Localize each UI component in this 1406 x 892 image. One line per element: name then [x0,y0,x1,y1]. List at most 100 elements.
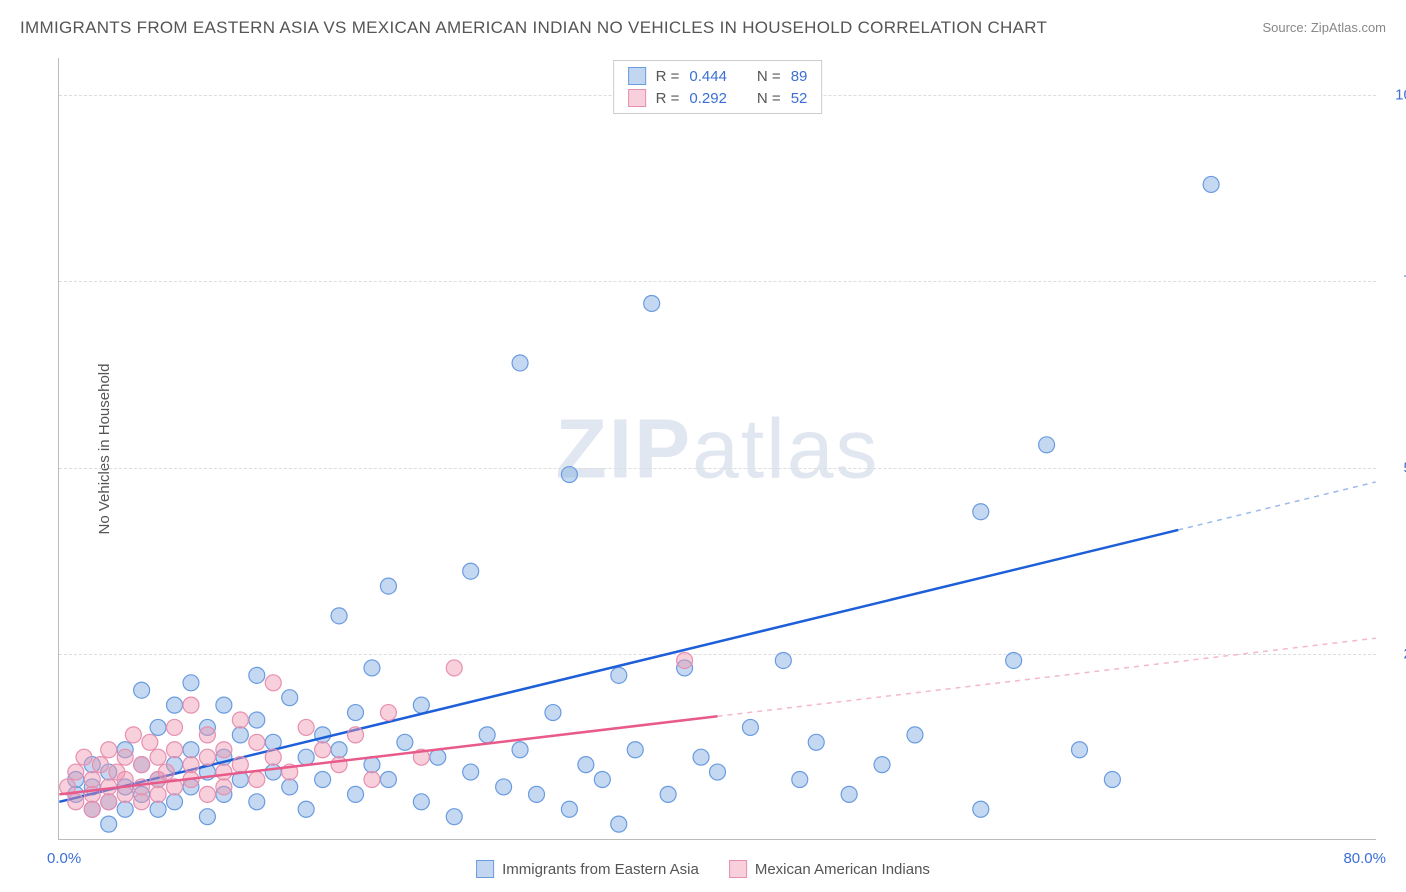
y-tick-label: 25.0% [1386,645,1406,662]
scatter-point [364,772,380,788]
legend-swatch [628,89,646,107]
scatter-point [348,705,364,721]
scatter-point [199,727,215,743]
scatter-point [446,660,462,676]
scatter-point [249,667,265,683]
scatter-point [512,355,528,371]
scatter-point [594,772,610,788]
scatter-point [265,749,281,765]
scatter-point [134,794,150,810]
scatter-point [298,749,314,765]
scatter-point [348,727,364,743]
scatter-point [545,705,561,721]
scatter-point [101,794,117,810]
scatter-point [199,809,215,825]
source-attribution: Source: ZipAtlas.com [1262,20,1386,35]
scatter-point [167,697,183,713]
scatter-point [907,727,923,743]
scatter-point [413,794,429,810]
scatter-point [841,786,857,802]
scatter-point [380,705,396,721]
scatter-point [232,757,248,773]
scatter-point [167,794,183,810]
scatter-point [216,742,232,758]
scatter-point [183,742,199,758]
scatter-point [775,652,791,668]
legend-item: Mexican American Indians [729,860,930,878]
scatter-point [693,749,709,765]
scatter-point [496,779,512,795]
scatter-point [117,786,133,802]
scatter-point [134,757,150,773]
scatter-point [249,734,265,750]
r-value: 0.444 [689,68,727,85]
scatter-point [348,786,364,802]
scatter-point [232,712,248,728]
regression-line-extrapolated [718,638,1376,716]
n-value: 89 [791,68,808,85]
scatter-point [101,742,117,758]
scatter-point [167,719,183,735]
scatter-point [331,608,347,624]
scatter-point [249,794,265,810]
scatter-point [216,697,232,713]
regression-line-extrapolated [1178,482,1375,530]
scatter-point [660,786,676,802]
scatter-point [561,467,577,483]
scatter-point [249,772,265,788]
scatter-point [76,749,92,765]
scatter-point [792,772,808,788]
scatter-point [611,816,627,832]
scatter-point [282,779,298,795]
scatter-point [216,764,232,780]
plot-area: No Vehicles in Household ZIPatlas 25.0%5… [58,58,1376,840]
scatter-point [249,712,265,728]
scatter-point [183,757,199,773]
scatter-point [677,652,693,668]
x-axis-origin-label: 0.0% [47,850,81,867]
scatter-point [380,772,396,788]
scatter-point [364,660,380,676]
scatter-point [463,563,479,579]
scatter-point [380,578,396,594]
scatter-point [92,757,108,773]
scatter-point [117,801,133,817]
scatter-point [1006,652,1022,668]
n-value: 52 [791,90,808,107]
scatter-point [232,727,248,743]
legend-label: Immigrants from Eastern Asia [502,861,699,878]
scatter-point [413,697,429,713]
y-tick-label: 50.0% [1386,459,1406,476]
scatter-point [183,675,199,691]
scatter-point [134,779,150,795]
scatter-svg [59,58,1376,839]
scatter-point [265,675,281,691]
scatter-point [561,801,577,817]
r-value: 0.292 [689,90,727,107]
scatter-point [199,749,215,765]
legend-stat-row: R = 0.292 N = 52 [628,87,808,109]
n-label: N = [757,68,781,85]
scatter-point [125,727,141,743]
scatter-point [529,786,545,802]
y-tick-label: 100.0% [1386,87,1406,104]
scatter-point [1203,176,1219,192]
scatter-point [479,727,495,743]
scatter-point [150,801,166,817]
scatter-point [315,772,331,788]
scatter-point [512,742,528,758]
scatter-point [446,809,462,825]
scatter-point [101,816,117,832]
scatter-point [84,801,100,817]
chart-title: IMMIGRANTS FROM EASTERN ASIA VS MEXICAN … [20,18,1047,38]
scatter-point [644,295,660,311]
legend-series: Immigrants from Eastern Asia Mexican Ame… [476,860,930,878]
correlation-chart: IMMIGRANTS FROM EASTERN ASIA VS MEXICAN … [0,0,1406,892]
scatter-point [397,734,413,750]
scatter-point [430,749,446,765]
legend-swatch [476,860,494,878]
scatter-point [282,690,298,706]
scatter-point [142,734,158,750]
scatter-point [463,764,479,780]
scatter-point [199,786,215,802]
